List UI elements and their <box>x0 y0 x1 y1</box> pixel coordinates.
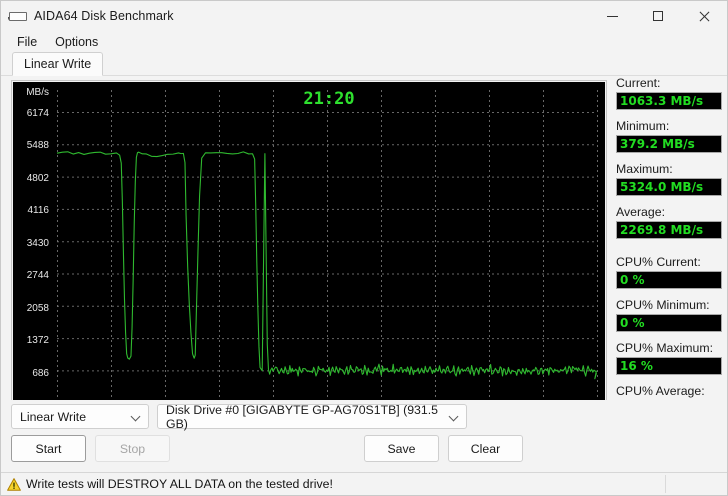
stat-cpu-current-value: 0 % <box>616 271 722 289</box>
chevron-down-icon <box>132 412 141 421</box>
button-row: Start Stop Save Clear <box>11 435 717 462</box>
start-button[interactable]: Start <box>11 435 86 462</box>
chevron-down-icon <box>450 412 459 421</box>
stop-button: Stop <box>95 435 170 462</box>
stat-maximum: Maximum: 5324.0 MB/s <box>616 162 722 205</box>
grid-horizontal <box>57 112 597 372</box>
stat-minimum-label: Minimum: <box>616 119 670 133</box>
clear-button[interactable]: Clear <box>448 435 523 462</box>
y-tick-686: 686 <box>32 368 49 379</box>
chart-svg: MB/s 6174 5488 4802 4116 3430 2744 2058 … <box>26 87 603 416</box>
stat-cpu-average-label: CPU% Average: <box>616 384 705 398</box>
disk-drive-icon <box>8 8 28 24</box>
status-bar: Write tests will DESTROY ALL DATA on the… <box>1 472 727 495</box>
grid-vertical <box>57 90 598 403</box>
y-axis-title: MB/s <box>26 87 49 98</box>
maximize-icon <box>653 11 663 21</box>
stat-cpu-current-label: CPU% Current: <box>616 255 701 269</box>
y-tick-3430: 3430 <box>27 238 50 249</box>
stat-cpu-current: CPU% Current: 0 % <box>616 255 722 298</box>
elapsed-timer: 21:20 <box>303 89 354 109</box>
controls-bar: Linear Write Disk Drive #0 [GIGABYTE GP-… <box>1 400 727 472</box>
selector-row: Linear Write Disk Drive #0 [GIGABYTE GP-… <box>11 402 717 431</box>
y-axis-labels: MB/s 6174 5488 4802 4116 3430 2744 2058 … <box>26 87 49 411</box>
minimize-button[interactable] <box>589 1 635 31</box>
status-warning-text: Write tests will DESTROY ALL DATA on the… <box>26 477 333 491</box>
maximize-button[interactable] <box>635 1 681 31</box>
stat-cpu-minimum: CPU% Minimum: 0 % <box>616 298 722 341</box>
y-tick-2744: 2744 <box>27 270 50 281</box>
stat-minimum: Minimum: 379.2 MB/s <box>616 119 722 162</box>
y-tick-2058: 2058 <box>27 303 50 314</box>
tab-strip: Linear Write <box>1 52 727 76</box>
menu-file[interactable]: File <box>17 35 38 49</box>
warning-triangle-icon <box>7 477 21 491</box>
stat-current-label: Current: <box>616 76 661 90</box>
y-tick-4116: 4116 <box>27 205 49 216</box>
tab-linear-write[interactable]: Linear Write <box>12 52 104 76</box>
stat-cpu-minimum-label: CPU% Minimum: <box>616 298 710 312</box>
stat-maximum-value: 5324.0 MB/s <box>616 178 722 196</box>
drive-select[interactable]: Disk Drive #0 [GIGABYTE GP-AG70S1TB] (93… <box>157 402 467 431</box>
benchmark-trace <box>56 151 597 380</box>
window-buttons <box>589 1 727 31</box>
title-bar: AIDA64 Disk Benchmark <box>1 1 727 31</box>
stat-cpu-maximum-value: 16 % <box>616 357 722 375</box>
mode-select[interactable]: Linear Write <box>11 404 149 429</box>
status-separator <box>665 475 666 493</box>
stat-cpu-maximum: CPU% Maximum: 16 % <box>616 341 722 384</box>
stat-current-value: 1063.3 MB/s <box>616 92 722 110</box>
stat-maximum-label: Maximum: <box>616 162 673 176</box>
save-button[interactable]: Save <box>364 435 439 462</box>
stat-minimum-value: 379.2 MB/s <box>616 135 722 153</box>
minimize-icon <box>606 15 618 17</box>
stat-current: Current: 1063.3 MB/s <box>616 76 722 119</box>
benchmark-chart-panel: MB/s 6174 5488 4802 4116 3430 2744 2058 … <box>11 80 607 418</box>
stat-average-value: 2269.8 MB/s <box>616 221 722 239</box>
close-button[interactable] <box>681 1 727 31</box>
stat-average-label: Average: <box>616 205 665 219</box>
mode-select-value: Linear Write <box>20 409 87 424</box>
y-tick-1372: 1372 <box>27 335 50 346</box>
y-tick-6174: 6174 <box>27 108 50 119</box>
window-title: AIDA64 Disk Benchmark <box>34 9 174 23</box>
stat-average: Average: 2269.8 MB/s <box>616 205 722 250</box>
stat-cpu-maximum-label: CPU% Maximum: <box>616 341 714 355</box>
menu-bar: File Options <box>1 31 727 53</box>
stat-cpu-minimum-value: 0 % <box>616 314 722 332</box>
menu-options[interactable]: Options <box>55 35 99 49</box>
drive-select-value: Disk Drive #0 [GIGABYTE GP-AG70S1TB] (93… <box>166 402 438 431</box>
y-tick-4802: 4802 <box>27 173 50 184</box>
close-icon <box>699 11 710 22</box>
y-tick-5488: 5488 <box>27 140 50 151</box>
main-content: MB/s 6174 5488 4802 4116 3430 2744 2058 … <box>1 76 727 468</box>
benchmark-chart: MB/s 6174 5488 4802 4116 3430 2744 2058 … <box>13 82 605 416</box>
